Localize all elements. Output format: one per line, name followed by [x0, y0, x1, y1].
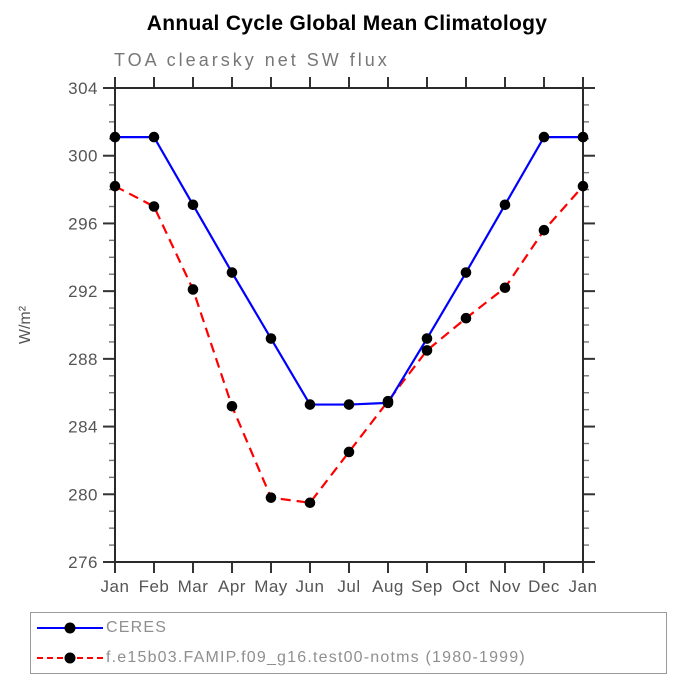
month-label: Oct: [452, 577, 480, 596]
plot-area: 276 280 284 288 292 296 300 304 Jan Feb Mar Apr May J…: [17, 77, 598, 596]
legend: CERES f.e15b03.FAMIP.f09_g16.test00-notm…: [30, 612, 667, 674]
data-point-marker: [538, 224, 550, 236]
plot-border: [114, 87, 584, 563]
legend-label-model: f.e15b03.FAMIP.f09_g16.test00-notms (198…: [106, 648, 526, 666]
data-point-marker: [343, 399, 355, 410]
data-point-marker: [421, 333, 433, 344]
y-tick-label: 300: [68, 147, 98, 166]
data-point-marker: [421, 345, 433, 356]
data-point-marker: [460, 312, 472, 324]
data-point-marker: [226, 267, 238, 278]
data-point-marker: [460, 267, 472, 278]
month-label: Dec: [528, 577, 560, 596]
legend-row-model: f.e15b03.FAMIP.f09_g16.test00-notms (198…: [31, 643, 666, 672]
data-point-marker: [577, 131, 589, 143]
data-point-marker: [304, 497, 316, 509]
y-tick-label: 280: [68, 485, 98, 504]
model-line-sample: [37, 652, 103, 664]
y-tick-label: 288: [68, 350, 98, 369]
data-point-marker: [148, 131, 160, 143]
data-point-marker: [226, 400, 238, 412]
month-label: May: [254, 577, 288, 596]
month-label: Mar: [178, 577, 209, 596]
month-label: Jun: [296, 577, 325, 596]
month-label: Aug: [372, 577, 404, 596]
data-point-marker: [265, 333, 277, 344]
data-point-marker: [382, 395, 394, 407]
y-tick-label: 296: [68, 214, 98, 233]
y-axis-title: W/m²: [17, 305, 34, 344]
month-label: Jul: [337, 577, 360, 596]
month-label: Nov: [489, 577, 521, 596]
ceres-line-sample: [37, 622, 103, 634]
data-point-marker: [499, 282, 511, 294]
data-point-marker: [187, 284, 199, 295]
y-tick-label: 304: [68, 79, 98, 98]
data-point-marker: [187, 199, 199, 211]
month-label: Apr: [218, 577, 246, 596]
data-point-marker: [265, 492, 277, 503]
y-tick-label: 276: [68, 553, 98, 572]
chart-subtitle: TOA clearsky net SW flux: [114, 50, 390, 70]
marker-dot-icon: [64, 652, 76, 664]
chart-title: Annual Cycle Global Mean Climatology: [146, 12, 548, 35]
data-point-marker: [538, 131, 550, 143]
month-label: Jan: [569, 577, 598, 596]
data-point-marker: [343, 446, 355, 458]
data-point-marker: [304, 399, 316, 410]
legend-label-ceres: CERES: [106, 619, 168, 637]
data-point-marker: [577, 180, 589, 192]
y-tick-label: 284: [68, 418, 98, 437]
legend-row-ceres: CERES: [31, 614, 666, 643]
month-label: Sep: [411, 577, 443, 596]
marker-dot-icon: [64, 622, 76, 634]
y-tick-label: 292: [68, 282, 98, 301]
month-label: Feb: [139, 577, 170, 596]
data-point-marker: [499, 199, 511, 211]
data-point-marker: [109, 180, 121, 192]
month-label: Jan: [101, 577, 130, 596]
data-point-marker: [148, 201, 160, 212]
data-point-marker: [109, 131, 121, 143]
